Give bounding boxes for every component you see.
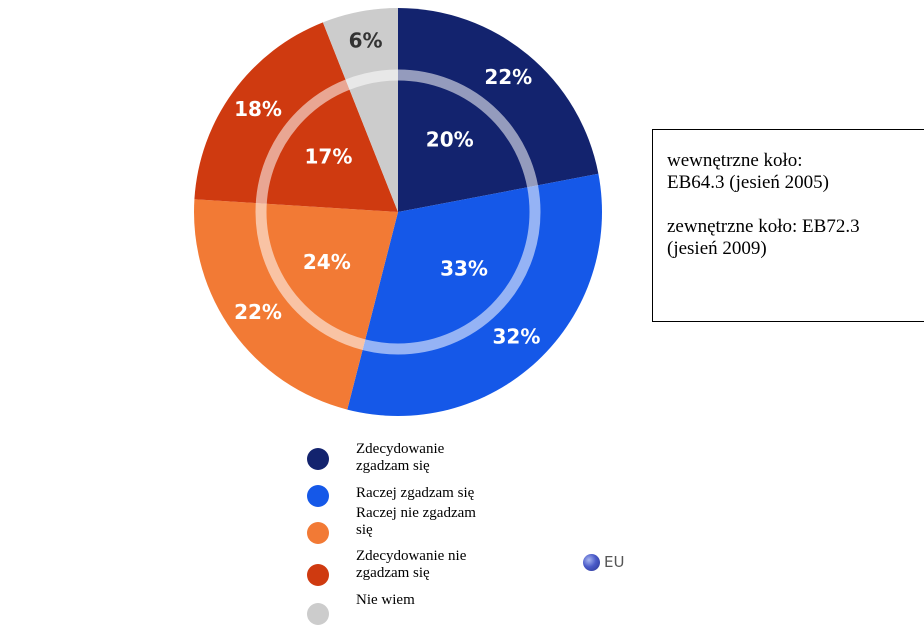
outer-label-strongly-agree: 22%	[484, 65, 532, 89]
inner-ring-note: wewnętrzne koło: EB64.3 (jesień 2005)	[667, 150, 830, 193]
inner-label-tend-disagree: 24%	[303, 250, 351, 274]
ring-legend-note: wewnętrzne koło: EB64.3 (jesień 2005) ze…	[652, 129, 924, 322]
inner-label-strongly-agree: 20%	[426, 127, 474, 151]
outer-label-strongly-disagree: 18%	[234, 97, 282, 121]
ring-separator	[255, 69, 541, 355]
inner-label-strongly-disagree: 17%	[305, 145, 353, 169]
outer-slice-strongly-agree	[398, 8, 599, 212]
globe-icon	[583, 553, 600, 571]
outer-ring-slices	[194, 8, 603, 417]
eu-label: EU	[604, 553, 625, 571]
inner-label-tend-agree: 33%	[440, 257, 488, 281]
outer-ring-note: zewnętrzne koło: EB72.3 (jesień 2009)	[667, 216, 860, 259]
percentage-labels: 22% 32% 22% 18% 6% 20% 33% 24% 17%	[234, 29, 540, 349]
outer-label-dont-know: 6%	[349, 29, 383, 53]
outer-slice-dont-know	[322, 8, 398, 212]
outer-label-tend-disagree: 22%	[234, 300, 282, 324]
outer-label-tend-agree: 32%	[492, 325, 540, 349]
eu-badge: EU	[583, 553, 624, 571]
